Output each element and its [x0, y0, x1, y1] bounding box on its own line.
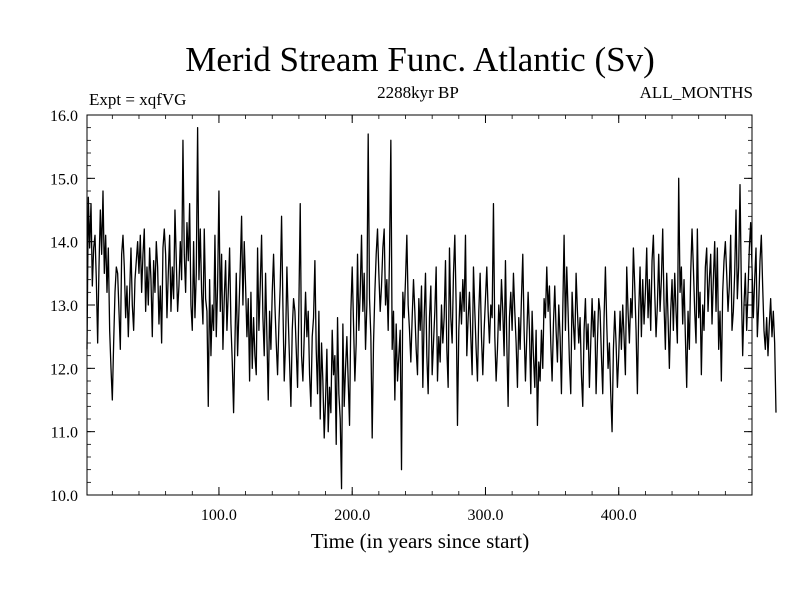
x-axis: 100.0 200.0 300.0 400.0	[111, 115, 726, 524]
period-label: 2288kyr BP	[377, 83, 459, 102]
x-tick-label: 200.0	[334, 507, 370, 524]
x-tick-label: 400.0	[601, 507, 637, 524]
chart-title: Merid Stream Func. Atlantic (Sv)	[185, 40, 655, 79]
y-tick-label: 12.0	[50, 361, 78, 378]
y-tick-label: 16.0	[50, 108, 78, 125]
y-tick-label: 10.0	[50, 488, 78, 505]
data-line	[86, 127, 777, 490]
x-axis-label: Time (in years since start)	[311, 529, 530, 553]
months-label: ALL_MONTHS	[640, 83, 753, 102]
y-axis: 10.0 11.0 12.0 13.0 14.0 15.0 16.0	[50, 108, 752, 505]
y-tick-label: 11.0	[51, 425, 78, 442]
y-tick-label: 15.0	[50, 171, 78, 188]
y-tick-label: 14.0	[50, 235, 78, 252]
x-tick-label: 100.0	[201, 507, 237, 524]
experiment-label: Expt = xqfVG	[89, 90, 186, 109]
y-tick-label: 13.0	[50, 298, 78, 315]
x-tick-label: 300.0	[467, 507, 503, 524]
